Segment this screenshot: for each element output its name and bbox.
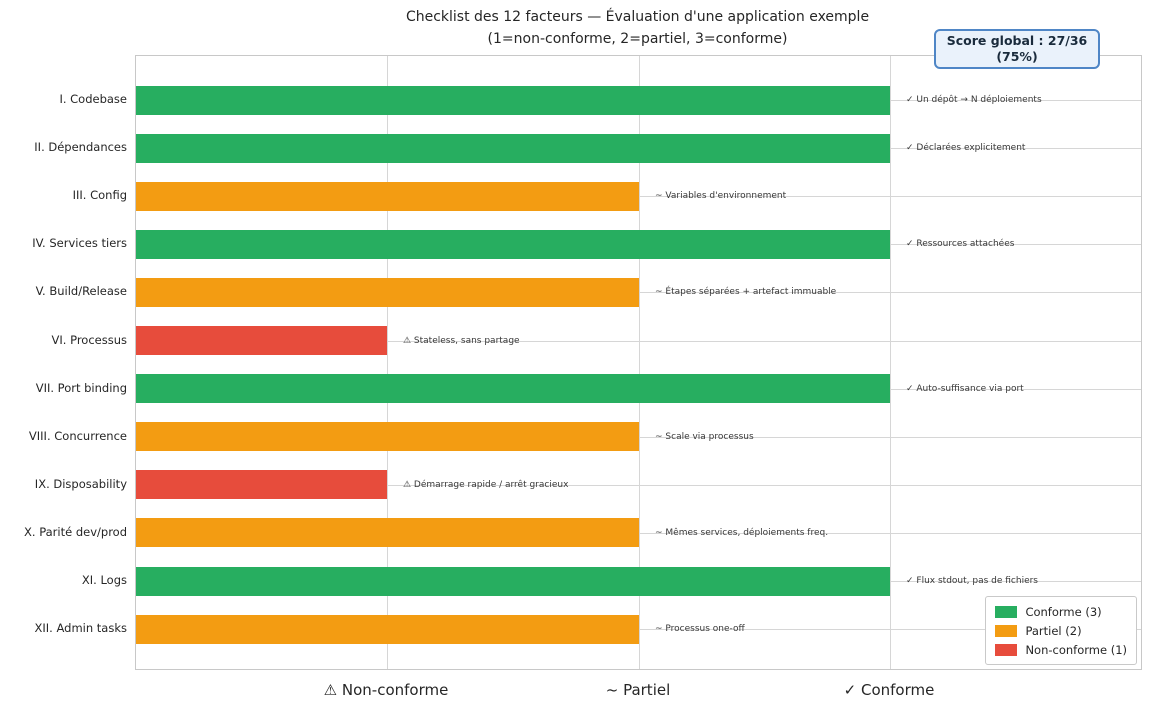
legend-label: Non-conforme (1) <box>1025 642 1127 657</box>
legend-entry: Non-conforme (1) <box>995 640 1127 659</box>
grid-line-v <box>639 56 640 669</box>
grid-line-v <box>387 56 388 669</box>
bar-annotation: ⚠ Stateless, sans partage <box>403 336 520 346</box>
bar-annotation: ✓ Déclarées explicitement <box>906 143 1026 153</box>
y-tick-label: IX. Disposability <box>34 477 127 491</box>
y-tick-label: III. Config <box>72 188 127 202</box>
x-tick-label: ⚠ Non-conforme <box>323 681 449 699</box>
x-tick-label: ✓ Conforme <box>843 681 935 699</box>
bar-annotation: ~ Étapes séparées + artefact immuable <box>655 287 837 297</box>
bar <box>136 518 639 547</box>
legend-entry: Partiel (2) <box>995 621 1127 640</box>
bar-annotation: ✓ Un dépôt → N déploiements <box>906 95 1042 105</box>
bar <box>136 182 639 211</box>
bar-annotation: ✓ Flux stdout, pas de fichiers <box>906 576 1038 586</box>
y-tick-label: VI. Processus <box>51 333 127 347</box>
bar-annotation: ~ Scale via processus <box>655 432 754 442</box>
bar <box>136 326 387 355</box>
bar <box>136 422 639 451</box>
y-tick-label: XII. Admin tasks <box>34 621 127 635</box>
bar <box>136 615 639 644</box>
legend: Conforme (3) Partiel (2) Non-conforme (1) <box>985 596 1137 665</box>
legend-swatch <box>995 643 1018 656</box>
bar-annotation: ✓ Ressources attachées <box>906 239 1015 249</box>
bar <box>136 134 890 163</box>
legend-swatch <box>995 605 1018 618</box>
y-tick-label: VIII. Concurrence <box>28 429 127 443</box>
bar <box>136 567 890 596</box>
legend-label: Conforme (3) <box>1025 604 1102 619</box>
plot-area: Conforme (3) Partiel (2) Non-conforme (1) … <box>135 55 1142 670</box>
bar <box>136 230 890 259</box>
bar <box>136 470 387 499</box>
score-badge: Score global : 27/36 (75%) <box>934 29 1100 69</box>
y-tick-label: VII. Port binding <box>35 381 127 395</box>
bar <box>136 374 890 403</box>
legend-entry: Conforme (3) <box>995 602 1127 621</box>
score-badge-line2: (75%) <box>996 49 1038 64</box>
bar-annotation: ✓ Auto-suffisance via port <box>906 384 1024 394</box>
bar-annotation: ~ Mêmes services, déploiements freq. <box>655 528 829 538</box>
y-tick-label: I. Codebase <box>59 92 127 106</box>
grid-line-h <box>136 485 1141 486</box>
y-tick-label: IV. Services tiers <box>32 236 127 250</box>
x-tick-label: ~ Partiel <box>605 681 671 699</box>
bar-annotation: ⚠ Démarrage rapide / arrêt gracieux <box>403 480 569 490</box>
grid-line-v <box>890 56 891 669</box>
bar <box>136 278 639 307</box>
bar <box>136 86 890 115</box>
bar-annotation: ~ Processus one-off <box>655 624 745 634</box>
y-tick-label: II. Dépendances <box>34 140 127 154</box>
y-tick-label: XI. Logs <box>81 573 127 587</box>
y-tick-label: V. Build/Release <box>35 284 127 298</box>
grid-line-h <box>136 341 1141 342</box>
score-badge-line1: Score global : 27/36 <box>946 33 1088 48</box>
chart-subtitle: (1=non-conforme, 2=partiel, 3=conforme) <box>487 31 788 47</box>
legend-label: Partiel (2) <box>1025 623 1082 638</box>
chart-title: Checklist des 12 facteurs — Évaluation d… <box>405 9 870 25</box>
legend-swatch <box>995 624 1018 637</box>
bar-annotation: ~ Variables d'environnement <box>655 191 787 201</box>
y-tick-label: X. Parité dev/prod <box>24 525 127 539</box>
